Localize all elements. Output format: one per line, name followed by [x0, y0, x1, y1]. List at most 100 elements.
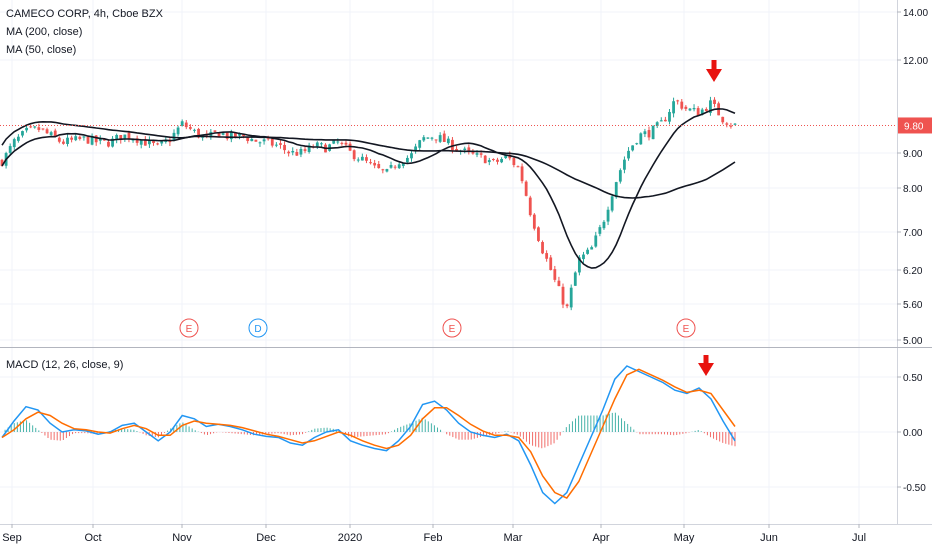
time-tick-label: Mar — [504, 532, 523, 544]
candle — [393, 165, 397, 170]
candle — [680, 98, 684, 111]
candle — [651, 125, 655, 140]
candle — [295, 148, 299, 156]
candle — [307, 142, 311, 154]
candle — [512, 155, 516, 168]
candle — [537, 226, 540, 243]
candle — [262, 137, 266, 145]
candle — [528, 195, 532, 217]
candle — [553, 265, 557, 283]
candle — [16, 134, 20, 143]
macd-tick-label: 0.00 — [903, 428, 923, 439]
candle — [426, 137, 430, 139]
candle — [483, 155, 487, 164]
candle — [602, 220, 606, 230]
candle — [410, 150, 413, 162]
candle — [610, 193, 614, 213]
legend-macd[interactable]: MACD (12, 26, close, 9) — [6, 359, 124, 371]
candle — [618, 168, 622, 184]
candle — [500, 157, 503, 164]
candle — [303, 145, 307, 154]
candle — [463, 146, 467, 154]
price-tick-label: 5.00 — [903, 336, 923, 347]
candle — [430, 136, 434, 141]
candle — [389, 161, 393, 169]
legend-ma50[interactable]: MA (50, close) — [6, 44, 77, 56]
price-tick-label: 14.00 — [903, 8, 928, 19]
candle — [659, 117, 663, 122]
candle — [434, 139, 438, 144]
time-tick-label: Sep — [2, 532, 22, 544]
candle — [49, 130, 53, 137]
legend-symbol[interactable]: CAMECO CORP, 4h, Cboe BZX — [6, 8, 163, 20]
candle — [586, 247, 589, 255]
candle — [446, 136, 450, 145]
time-tick-label: Jun — [760, 532, 778, 544]
candle — [41, 128, 45, 131]
event-marker-e[interactable]: E — [442, 318, 462, 338]
candle — [66, 134, 69, 147]
candle — [545, 250, 549, 262]
svg-text:E: E — [449, 324, 456, 335]
candle — [635, 142, 639, 146]
legend-ma200[interactable]: MA (200, close) — [6, 26, 83, 38]
event-marker-d[interactable]: D — [248, 318, 268, 338]
candle — [676, 99, 680, 105]
candle — [606, 206, 610, 226]
price-axis: 14.00 12.00 9.00 8.00 7.00 6.20 5.60 5.00 9.80 0.… — [897, 8, 932, 494]
candle — [713, 97, 716, 108]
candle — [524, 180, 528, 197]
candle — [180, 119, 184, 127]
candle — [655, 121, 659, 129]
candle — [57, 136, 61, 144]
time-tick-label: Oct — [84, 532, 101, 544]
candle — [569, 284, 573, 311]
candle — [70, 135, 74, 143]
candle — [356, 157, 360, 163]
grid — [0, 0, 897, 524]
candle — [254, 139, 258, 142]
macd-tick-label: 0.50 — [903, 373, 923, 384]
candle — [148, 136, 151, 148]
candle — [94, 135, 98, 146]
candle — [143, 136, 147, 146]
candle — [45, 127, 49, 134]
candle — [491, 158, 495, 162]
candle — [418, 139, 422, 151]
candle — [352, 149, 356, 162]
candle — [663, 116, 667, 122]
candle — [401, 163, 405, 169]
svg-text:E: E — [186, 324, 193, 335]
candle — [647, 126, 651, 141]
candle — [360, 153, 364, 161]
time-axis: Sep Oct Nov Dec 2020 Feb Mar Apr May Jun Jul — [2, 524, 866, 544]
price-tick-label: 12.00 — [903, 56, 928, 67]
candle — [627, 147, 630, 161]
candle — [21, 130, 24, 138]
candle — [299, 146, 303, 158]
candle — [520, 163, 524, 184]
candle — [168, 136, 172, 147]
candle — [283, 141, 286, 154]
candle — [340, 141, 344, 146]
candle — [111, 136, 114, 148]
candle — [33, 125, 37, 129]
candle — [78, 135, 82, 141]
event-marker-e[interactable]: E — [676, 318, 696, 338]
candle — [8, 143, 12, 156]
candle — [557, 276, 561, 287]
candle — [213, 130, 217, 133]
candle — [688, 107, 692, 112]
candle — [487, 157, 491, 166]
candle — [139, 139, 143, 149]
red-down-arrow-icon — [706, 60, 722, 82]
candle — [672, 97, 675, 118]
candle — [516, 165, 520, 168]
event-marker-e[interactable]: E — [179, 318, 199, 338]
candle — [467, 144, 471, 155]
candle — [582, 251, 585, 263]
candle — [696, 106, 700, 116]
